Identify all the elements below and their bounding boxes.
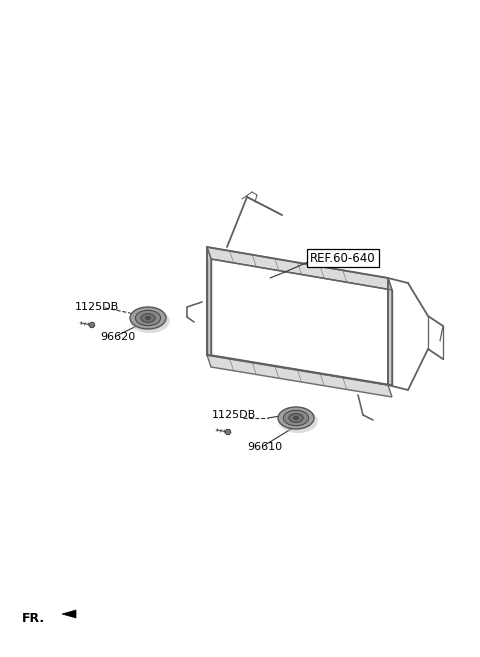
Ellipse shape: [294, 417, 298, 419]
Polygon shape: [89, 322, 95, 328]
Polygon shape: [225, 429, 231, 435]
Text: FR.: FR.: [22, 612, 45, 625]
Ellipse shape: [278, 407, 314, 429]
Ellipse shape: [146, 317, 150, 319]
Text: REF.60-640: REF.60-640: [310, 252, 376, 265]
Polygon shape: [62, 610, 76, 618]
Text: 96620: 96620: [100, 332, 136, 342]
Ellipse shape: [141, 313, 155, 323]
Polygon shape: [207, 247, 211, 355]
Polygon shape: [207, 355, 392, 397]
Ellipse shape: [278, 409, 318, 433]
Polygon shape: [388, 278, 392, 385]
Text: 1125DB: 1125DB: [212, 410, 256, 420]
Ellipse shape: [135, 310, 161, 326]
Ellipse shape: [130, 309, 170, 333]
Text: 96610: 96610: [247, 442, 283, 452]
Polygon shape: [207, 247, 392, 290]
Text: 1125DB: 1125DB: [75, 302, 119, 312]
Ellipse shape: [130, 307, 166, 329]
Ellipse shape: [283, 411, 309, 426]
Ellipse shape: [289, 414, 303, 422]
